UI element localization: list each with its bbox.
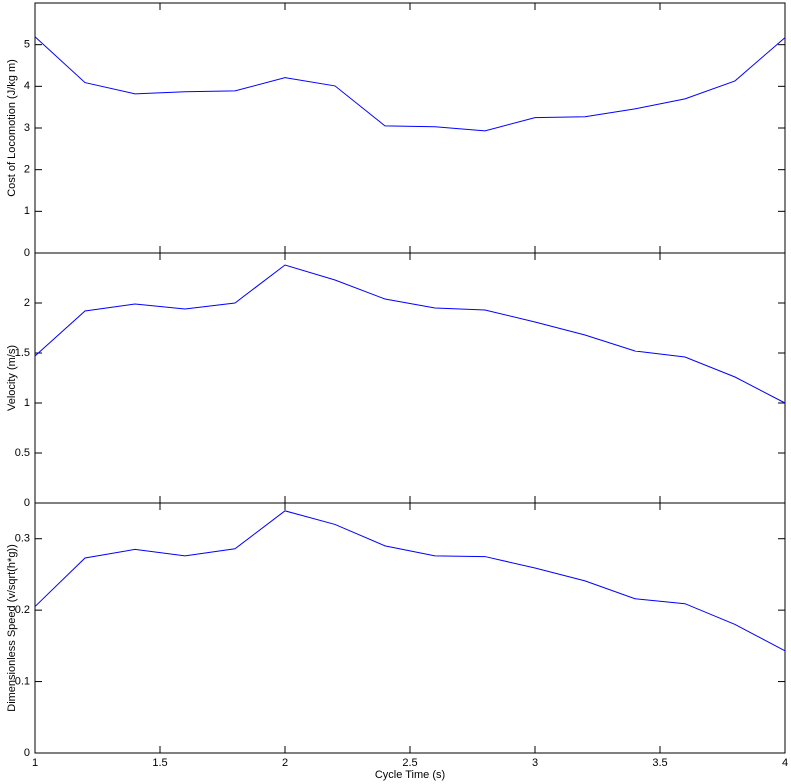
- y-tick-label: 3: [24, 122, 30, 134]
- y-tick-label: 0: [24, 497, 30, 509]
- y-tick-label: 0.2: [15, 604, 30, 616]
- x-tick-label: 4: [782, 757, 788, 769]
- x-tick-label: 1: [32, 757, 38, 769]
- y-tick-label: 2: [24, 297, 30, 309]
- y-axis-label: Velocity (m/s): [6, 345, 18, 411]
- data-line: [34, 510, 786, 652]
- axes-box: [34, 2, 786, 254]
- y-tick-label: 1.5: [15, 347, 30, 359]
- x-axis-label: Cycle Time (s): [375, 769, 445, 781]
- y-tick-label: 5: [24, 39, 30, 51]
- data-line: [34, 36, 786, 132]
- y-axis-label: Cost of Locomotion (J/kg m): [6, 59, 18, 197]
- y-axis-label: Dimensionless Speed (v/sqrt(h*g)): [6, 544, 18, 712]
- y-tick-label: 0.3: [15, 533, 30, 545]
- y-tick-label: 2: [24, 164, 30, 176]
- y-tick-label: 1: [24, 397, 30, 409]
- axes-box: [34, 502, 786, 754]
- y-tick-label: 0.1: [15, 675, 30, 687]
- data-line: [34, 264, 786, 404]
- x-tick-label: 3.5: [652, 757, 667, 769]
- y-tick-label: 0: [24, 247, 30, 259]
- y-tick-label: 0: [24, 747, 30, 759]
- x-tick-label: 2.5: [402, 757, 417, 769]
- x-tick-label: 3: [532, 757, 538, 769]
- x-tick-label: 1.5: [152, 757, 167, 769]
- y-tick-label: 0.5: [15, 447, 30, 459]
- x-tick-label: 2: [282, 757, 288, 769]
- y-tick-label: 4: [24, 80, 30, 92]
- y-tick-label: 1: [24, 205, 30, 217]
- axes-box: [34, 252, 786, 504]
